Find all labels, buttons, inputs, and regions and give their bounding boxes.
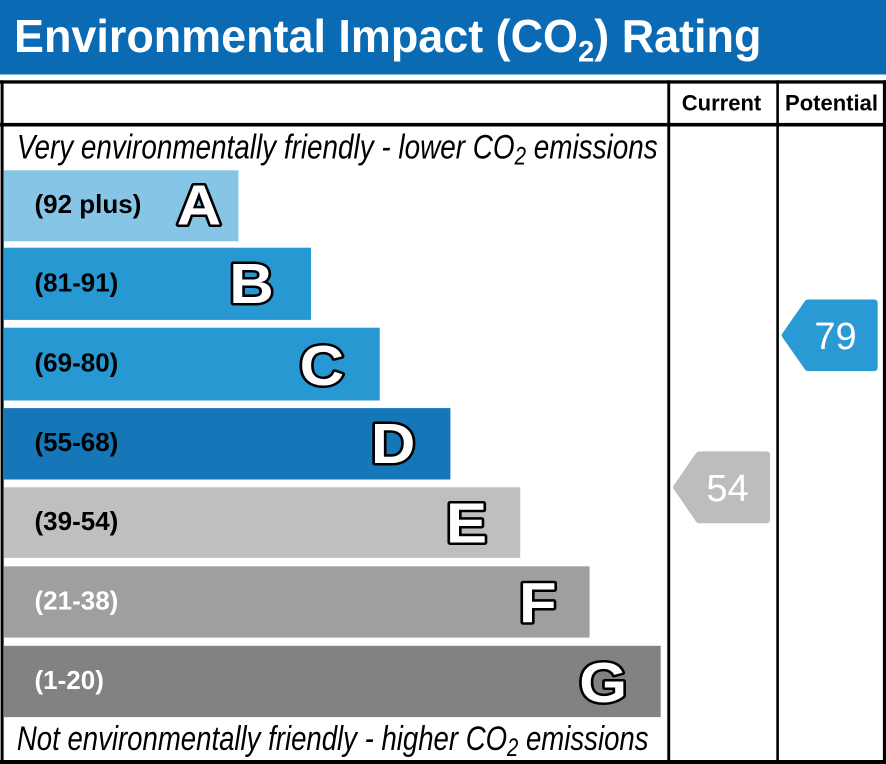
svg-text:Very environmentally friendly: Very environmentally friendly - lower CO… <box>17 128 658 170</box>
svg-text:C: C <box>300 333 344 397</box>
svg-text:Potential: Potential <box>785 90 878 115</box>
svg-text:(69-80): (69-80) <box>35 347 119 377</box>
svg-text:A: A <box>177 172 221 236</box>
svg-text:(55-68): (55-68) <box>35 427 119 457</box>
svg-text:(39-54): (39-54) <box>35 506 119 536</box>
svg-text:D: D <box>371 411 415 475</box>
svg-text:F: F <box>519 571 557 635</box>
svg-text:(92 plus): (92 plus) <box>35 189 142 219</box>
svg-text:Current: Current <box>682 90 762 115</box>
svg-text:(81-91): (81-91) <box>35 267 119 297</box>
svg-text:(1-20): (1-20) <box>35 665 104 695</box>
svg-text:E: E <box>446 491 487 555</box>
svg-text:(21-38): (21-38) <box>35 585 119 615</box>
svg-text:Not environmentally friendly -: Not environmentally friendly - higher CO… <box>17 719 649 761</box>
svg-text:54: 54 <box>706 468 748 510</box>
svg-text:G: G <box>579 650 627 714</box>
svg-text:B: B <box>229 251 273 315</box>
svg-text:Environmental Impact (CO2) Rat: Environmental Impact (CO2) Rating <box>14 11 761 69</box>
svg-text:79: 79 <box>814 316 856 358</box>
